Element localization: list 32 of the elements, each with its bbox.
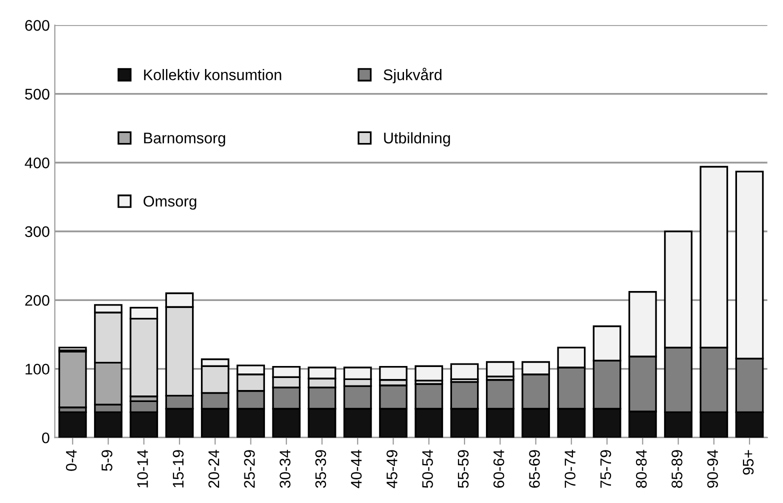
y-tick-label: 500 xyxy=(25,88,50,100)
x-tick-label: 5-9 xyxy=(102,450,112,471)
legend-label: Omsorg xyxy=(144,196,196,210)
x-tick-label: 55-59 xyxy=(458,450,469,488)
x-tick-label: 20-24 xyxy=(208,450,220,488)
legend-label: Barnomsorg xyxy=(144,132,226,146)
legend-label: Kollektiv konsumtion xyxy=(144,69,282,80)
x-tick-label: 95+ xyxy=(742,450,754,475)
legend-label: Sjukvård xyxy=(384,68,442,84)
y-tick-label: 400 xyxy=(24,158,50,168)
x-tick-label: 35-39 xyxy=(315,450,326,488)
x-tick-label: 90-94 xyxy=(707,450,718,488)
x-tick-label: 15-19 xyxy=(172,450,184,488)
x-tick-label: 50-54 xyxy=(422,450,433,488)
y-tick-label: 100 xyxy=(26,364,50,375)
y-tick-label: 600 xyxy=(25,20,50,31)
x-tick-label: 75-79 xyxy=(600,450,612,488)
y-tick-label: 300 xyxy=(25,226,50,238)
y-tick-label: 200 xyxy=(25,294,50,306)
x-tick-label: 45-49 xyxy=(386,450,398,488)
x-tick-label: 65-69 xyxy=(529,450,540,488)
x-tick-label: 25-29 xyxy=(244,450,255,488)
x-tick-label: 10-14 xyxy=(137,450,148,488)
x-tick-label: 40-44 xyxy=(350,450,362,488)
x-tick-label: 80-84 xyxy=(636,450,647,488)
y-tick-label: 0 xyxy=(42,432,50,444)
x-tick-label: 70-74 xyxy=(564,450,576,488)
x-tick-label: 30-34 xyxy=(280,450,290,488)
x-tick-label: 0-4 xyxy=(66,450,77,471)
x-tick-label: 85-89 xyxy=(672,450,682,488)
legend-label: Utbildning xyxy=(384,132,450,146)
x-tick-label: 60-64 xyxy=(493,450,504,488)
